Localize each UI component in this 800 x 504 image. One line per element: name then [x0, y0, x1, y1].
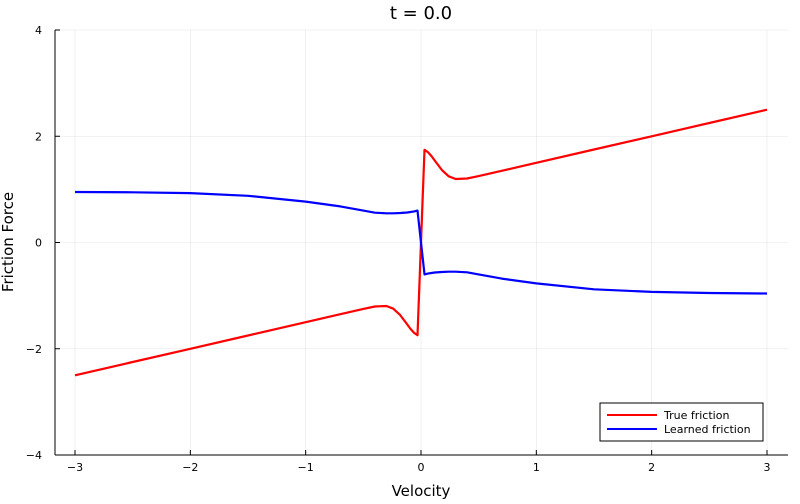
series-lines — [74, 108, 768, 377]
y-tick-label: 4 — [35, 24, 42, 37]
x-tick-label: −1 — [298, 461, 314, 474]
y-tick-label: 2 — [35, 130, 42, 143]
x-tick-label: −3 — [67, 461, 83, 474]
x-axis-label: Velocity — [392, 482, 451, 500]
x-tick-label: 2 — [648, 461, 655, 474]
legend-label-true: True friction — [663, 409, 729, 422]
y-axis-label: Friction Force — [0, 192, 17, 292]
y-tick-label: −2 — [26, 343, 42, 356]
legend-box — [599, 402, 764, 442]
x-tick-label: −2 — [182, 461, 198, 474]
y-tick-label: 0 — [35, 237, 42, 250]
grid — [55, 29, 788, 456]
x-tick-label: 1 — [533, 461, 540, 474]
x-tick-label: 3 — [763, 461, 770, 474]
axes: −3 −2 −1 0 1 2 3 −4 −2 0 2 4 — [26, 24, 788, 474]
x-tick-label: 0 — [418, 461, 425, 474]
chart-title: t = 0.0 — [390, 3, 452, 24]
series-line-learned-friction — [74, 190, 768, 295]
legend: True friction Learned friction — [599, 402, 764, 442]
legend-label-learned: Learned friction — [664, 423, 751, 436]
y-tick-label: −4 — [26, 449, 42, 462]
